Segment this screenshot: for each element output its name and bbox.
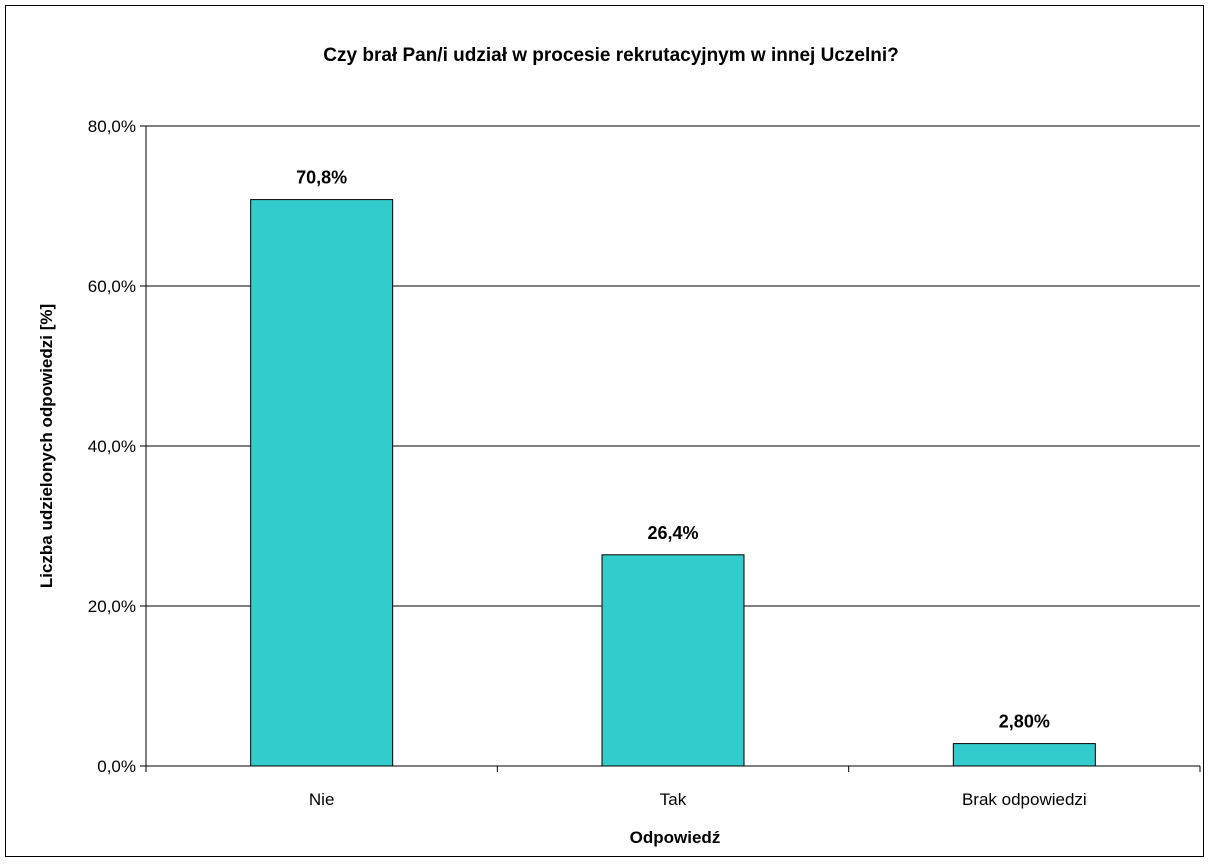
data-label: 2,80%	[999, 712, 1050, 732]
x-axis-label: Odpowiedź	[630, 828, 721, 847]
y-tick-label: 80,0%	[88, 117, 136, 136]
y-axis-label: Liczba udzielonych odpowiedzi [%]	[37, 304, 56, 588]
axes	[140, 125, 1201, 772]
bar-tak	[601, 554, 745, 767]
data-label: 70,8%	[296, 168, 347, 188]
chart-title: Czy brał Pan/i udział w procesie rekruta…	[323, 45, 898, 66]
data-label: 26,4%	[647, 523, 698, 543]
y-tick-label: 0,0%	[97, 757, 136, 776]
bars	[250, 199, 1096, 767]
x-tick-label: Tak	[660, 790, 687, 809]
data-labels: 70,8% 26,4% 2,80%	[296, 168, 1050, 732]
x-tick-labels: Nie Tak Brak odpowiedzi	[309, 790, 1087, 809]
x-tick-label: Brak odpowiedzi	[962, 790, 1087, 809]
y-tick-labels: 0,0% 20,0% 40,0% 60,0% 80,0%	[88, 117, 136, 776]
bar-brak-odpowiedzi	[952, 743, 1096, 767]
y-tick-label: 40,0%	[88, 437, 136, 456]
y-tick-label: 60,0%	[88, 277, 136, 296]
y-tick-label: 20,0%	[88, 597, 136, 616]
x-tick-label: Nie	[309, 790, 335, 809]
bar-nie	[250, 199, 394, 767]
